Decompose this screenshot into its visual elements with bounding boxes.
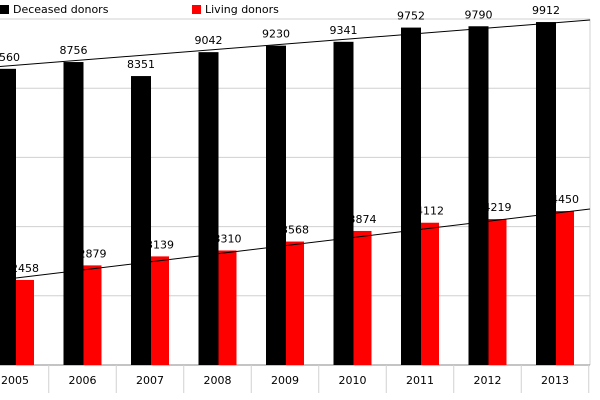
bar — [218, 250, 237, 365]
bar — [401, 27, 421, 365]
x-tick-label: 2013 — [541, 374, 569, 387]
bar — [556, 211, 574, 365]
x-tick-label: 2009 — [271, 374, 299, 387]
value-label: 3310 — [214, 232, 242, 245]
legend-label: Deceased donors — [13, 3, 109, 16]
value-label: 4450 — [551, 193, 579, 206]
value-label: 4219 — [484, 201, 512, 214]
bar — [353, 230, 372, 365]
legend-swatch — [192, 5, 201, 14]
bar — [63, 62, 84, 366]
value-label: 9912 — [532, 4, 560, 17]
x-tick-label: 2008 — [204, 374, 232, 387]
legend-swatch — [0, 5, 9, 14]
value-label: 9752 — [397, 10, 425, 23]
trend-line — [15, 208, 591, 279]
x-tick-label: 2007 — [136, 374, 164, 387]
bar — [198, 52, 219, 366]
bar — [16, 279, 34, 365]
value-label: 9790 — [465, 8, 493, 21]
value-label: 9230 — [262, 28, 290, 41]
value-label: 9341 — [330, 24, 358, 37]
bar — [488, 219, 507, 365]
value-label: 2458 — [11, 262, 39, 275]
value-label: 4112 — [416, 205, 444, 218]
value-label: 3874 — [349, 213, 377, 226]
value-label: 9042 — [195, 34, 223, 47]
bar — [468, 26, 489, 366]
legend-label: Living donors — [205, 3, 279, 16]
x-tick-label: 2006 — [69, 374, 97, 387]
x-tick-label: 2011 — [406, 374, 434, 387]
value-label: 8756 — [60, 44, 88, 57]
bar — [286, 241, 304, 365]
value-label: 8560 — [0, 51, 20, 64]
bar — [333, 41, 354, 366]
bar — [421, 222, 439, 365]
x-tick-label: 2010 — [339, 374, 367, 387]
bar — [266, 45, 286, 365]
bar — [536, 22, 556, 365]
bar — [0, 68, 16, 365]
bar — [131, 76, 151, 366]
value-label: 2879 — [79, 247, 107, 260]
x-tick-label: 2005 — [1, 374, 29, 387]
x-tick-label: 2012 — [474, 374, 502, 387]
trend-line — [0, 19, 591, 68]
value-label: 3139 — [146, 238, 174, 251]
value-label: 3568 — [281, 224, 309, 237]
bar — [83, 265, 102, 365]
value-label: 8351 — [127, 58, 155, 71]
bar — [151, 256, 169, 365]
